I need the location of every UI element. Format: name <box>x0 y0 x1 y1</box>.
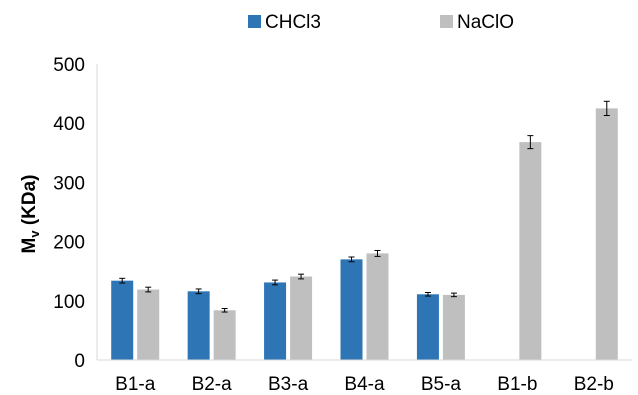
bar-chcl3-b1-a <box>111 280 134 360</box>
y-axis-title-unit: (KDa) <box>19 174 40 230</box>
x-tick-label-b1-a: B1-a <box>115 374 156 395</box>
error-bar-naclo-b5-a <box>450 292 457 298</box>
y-axis-title-main: M <box>19 238 40 254</box>
y-axis-title-subscript: v <box>27 230 42 238</box>
bar-naclo-b3-a <box>290 276 313 360</box>
x-tick-label-b2-b: B2-b <box>574 374 614 395</box>
error-bar-naclo-b2-a <box>221 307 228 313</box>
bar-naclo-b4-a <box>366 253 389 360</box>
bar-naclo-b1-a <box>137 289 160 360</box>
y-axis-title: Mv (KDa) <box>19 174 42 253</box>
legend-label-chcl3: CHCl3 <box>265 12 321 33</box>
bar-chcl3-b4-a <box>340 259 363 360</box>
bars <box>111 108 618 361</box>
y-tick-label-400: 400 <box>53 114 85 135</box>
bar-naclo-b5-a <box>442 294 465 360</box>
legend: CHCl3 NaClO <box>248 12 514 33</box>
bar-chcl3-b2-a <box>187 291 210 360</box>
error-bar-chcl3-b3-a <box>272 279 279 286</box>
bar-naclo-b1-b <box>519 142 542 360</box>
bar-chcl3-b3-a <box>264 282 287 360</box>
x-tick-label-b4-a: B4-a <box>344 374 385 395</box>
error-bar-chcl3-b5-a <box>424 292 431 297</box>
x-tick-label-b3-a: B3-a <box>268 374 309 395</box>
x-tick-label-b1-b: B1-b <box>497 374 537 395</box>
legend-swatch-chcl3 <box>248 15 261 28</box>
bar-naclo-b2-a <box>213 310 236 360</box>
y-tick-label-100: 100 <box>53 292 85 313</box>
error-bar-chcl3-b2-a <box>195 288 202 295</box>
y-axis-ticks: 0 100 200 300 400 500 <box>53 55 85 372</box>
x-axis-ticks: B1-a B2-a B3-a B4-a B5-a B1-b B2-b <box>115 374 614 395</box>
error-bar-naclo-b1-b <box>527 135 534 150</box>
legend-label-naclo: NaClO <box>457 12 514 33</box>
error-bar-chcl3-b4-a <box>348 256 355 263</box>
x-tick-label-b2-a: B2-a <box>192 374 233 395</box>
y-tick-label-200: 200 <box>53 233 85 254</box>
y-tick-label-500: 500 <box>53 55 85 76</box>
error-bar-chcl3-b1-a <box>119 277 126 284</box>
bar-naclo-b2-b <box>595 108 618 361</box>
y-tick-label-300: 300 <box>53 173 85 194</box>
error-bar-naclo-b2-b <box>603 100 610 117</box>
legend-swatch-naclo <box>440 15 453 28</box>
error-bars <box>119 100 610 313</box>
y-tick-label-0: 0 <box>74 351 85 372</box>
bar-chcl3-b5-a <box>416 294 439 360</box>
error-bar-naclo-b4-a <box>374 249 381 257</box>
error-bar-naclo-b1-a <box>145 286 152 293</box>
x-tick-label-b5-a: B5-a <box>421 374 462 395</box>
error-bar-naclo-b3-a <box>298 273 305 280</box>
